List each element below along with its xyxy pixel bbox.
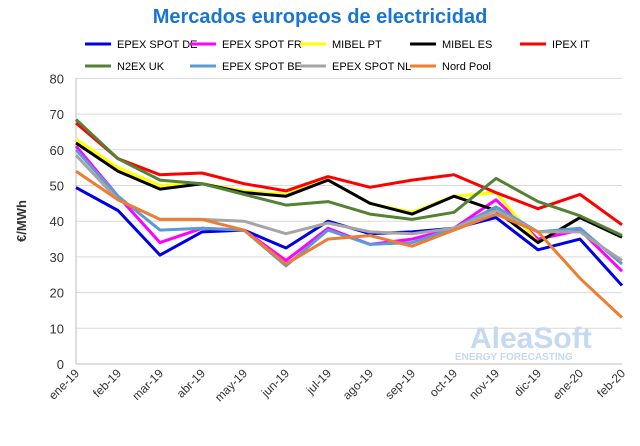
y-tick-label: 30 xyxy=(50,250,64,265)
x-tick-label: mar-19 xyxy=(129,366,166,403)
y-tick-label: 50 xyxy=(50,179,64,194)
y-tick-label: 80 xyxy=(50,71,64,86)
series-line-n2ex-uk xyxy=(74,118,623,237)
x-tick-label: ene-19 xyxy=(46,366,83,403)
y-tick-label: 70 xyxy=(50,107,64,122)
x-tick-label: jun-19 xyxy=(258,366,292,400)
x-tick-label: nov-19 xyxy=(466,366,502,402)
series-line-nord-pool xyxy=(75,169,624,319)
y-tick-label: 20 xyxy=(50,286,64,301)
series-line-ipex-it xyxy=(75,121,623,227)
x-tick-label: feb-19 xyxy=(90,366,124,400)
x-tick-label: ene-20 xyxy=(550,366,587,403)
legend-label: EPEX SPOT BE xyxy=(222,61,302,73)
x-tick-label: sep-19 xyxy=(382,366,418,402)
legend-label: MIBEL ES xyxy=(442,39,492,51)
x-tick-label: ago-19 xyxy=(340,366,377,403)
x-tick-label: feb-20 xyxy=(594,366,628,400)
y-tick-label: 40 xyxy=(50,214,64,229)
chart-title: Mercados europeos de electricidad xyxy=(152,6,488,28)
legend-label: EPEX SPOT NL xyxy=(332,61,411,73)
x-tick-label: jul-19 xyxy=(303,366,335,398)
x-tick-label: may-19 xyxy=(212,366,250,404)
x-tick-label: dic-19 xyxy=(511,366,544,399)
y-tick-label: 10 xyxy=(50,321,64,336)
legend-label: MIBEL PT xyxy=(332,39,382,51)
y-tick-label: 60 xyxy=(50,143,64,158)
series-line-mibel-es xyxy=(75,141,623,245)
legend-label: EPEX SPOT DE xyxy=(117,39,198,51)
y-tick-label: 0 xyxy=(57,357,64,372)
watermark-brand: AleaSoft xyxy=(470,322,592,355)
legend-label: EPEX SPOT FR xyxy=(222,39,302,51)
legend-label: Nord Pool xyxy=(442,61,491,73)
x-tick-label: abr-19 xyxy=(174,366,209,401)
legend-label: IPEX IT xyxy=(552,39,590,51)
watermark-tagline: ENERGY FORECASTING xyxy=(455,352,573,363)
legend-label: N2EX UK xyxy=(117,61,165,73)
y-axis-label: €/MWh xyxy=(14,200,29,242)
x-tick-label: oct-19 xyxy=(427,366,461,400)
